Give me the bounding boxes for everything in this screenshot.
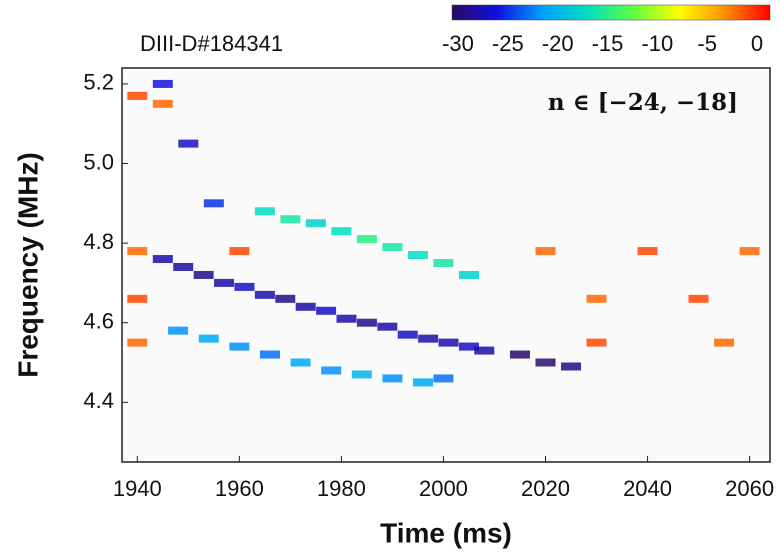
- spectral-point: [433, 374, 454, 383]
- x-tick-label: 1960: [215, 476, 264, 501]
- spectral-point: [356, 318, 377, 327]
- colorbar-tick-label: -15: [592, 31, 624, 56]
- spectral-point: [254, 290, 275, 299]
- spectral-point: [214, 278, 235, 287]
- spectral-point: [152, 255, 173, 264]
- annotation: n ∈ [−24, −18]: [548, 89, 738, 116]
- spectral-point: [178, 139, 199, 148]
- colorbar-tick-label: -25: [492, 31, 524, 56]
- spectral-point: [168, 326, 189, 335]
- x-axis-title: Time (ms): [380, 517, 512, 548]
- spectral-point: [739, 247, 760, 256]
- colorbar-tick-label: -30: [442, 31, 474, 56]
- spectral-point: [535, 358, 556, 367]
- spectral-point: [203, 199, 224, 208]
- spectral-point: [438, 338, 459, 347]
- spectral-point: [280, 215, 301, 224]
- x-tick-label: 2060: [725, 476, 774, 501]
- spectral-point: [173, 262, 194, 271]
- spectral-point: [229, 342, 250, 351]
- spectral-point: [331, 227, 352, 236]
- colorbar-tick-label: -10: [641, 31, 673, 56]
- y-tick-label: 4.6: [83, 309, 114, 334]
- spectral-point: [458, 342, 479, 351]
- spectral-point: [198, 334, 219, 343]
- colorbar-tick-label: -20: [542, 31, 574, 56]
- colorbar-tick-label: -5: [697, 31, 717, 56]
- spectral-point: [193, 270, 214, 279]
- spectral-point: [234, 282, 255, 291]
- spectral-point: [586, 294, 607, 303]
- spectral-point: [535, 247, 556, 256]
- spectral-point: [127, 294, 148, 303]
- colorbar: [451, 4, 771, 21]
- spectral-point: [229, 247, 250, 256]
- x-tick-label: 2000: [419, 476, 468, 501]
- spectral-point: [351, 370, 372, 379]
- x-tick-label: 1940: [113, 476, 162, 501]
- y-tick-label: 4.4: [83, 388, 114, 413]
- spectral-point: [356, 235, 377, 244]
- spectral-point: [336, 314, 357, 323]
- spectral-point: [127, 247, 148, 256]
- spectral-point: [152, 99, 173, 108]
- spectral-point: [259, 350, 280, 359]
- spectral-point: [316, 306, 337, 315]
- spectral-point: [561, 362, 582, 371]
- spectral-point: [152, 79, 173, 88]
- y-axis-title: Frequency (MHz): [12, 152, 43, 378]
- spectral-point: [418, 334, 439, 343]
- spectral-point: [397, 330, 418, 339]
- spectral-point: [714, 338, 735, 347]
- spectral-point: [688, 294, 709, 303]
- x-tick-label: 2020: [521, 476, 570, 501]
- spectral-point: [382, 374, 403, 383]
- spectral-point: [458, 270, 479, 279]
- x-tick-label: 1980: [317, 476, 366, 501]
- spectral-point: [275, 294, 296, 303]
- colorbar-tick-label: 0: [751, 31, 763, 56]
- spectral-point: [433, 259, 454, 268]
- spectral-point: [413, 378, 434, 387]
- y-tick-label: 4.8: [83, 229, 114, 254]
- spectral-point: [290, 358, 311, 367]
- spectral-point: [509, 350, 530, 359]
- spectral-point: [295, 302, 316, 311]
- spectral-point: [382, 243, 403, 252]
- spectral-point: [305, 219, 326, 228]
- spectral-point: [474, 346, 495, 355]
- spectral-point: [586, 338, 607, 347]
- x-tick-label: 2040: [623, 476, 672, 501]
- spectral-point: [637, 247, 658, 256]
- spectral-point: [377, 322, 398, 331]
- spectral-point: [407, 251, 428, 260]
- spectral-point: [127, 338, 148, 347]
- spectral-point: [254, 207, 275, 216]
- y-tick-label: 5.0: [83, 149, 114, 174]
- spectral-point: [321, 366, 342, 375]
- shot-label: DIII-D#184341: [140, 31, 283, 56]
- spectral-point: [127, 91, 148, 100]
- y-tick-label: 5.2: [83, 70, 114, 95]
